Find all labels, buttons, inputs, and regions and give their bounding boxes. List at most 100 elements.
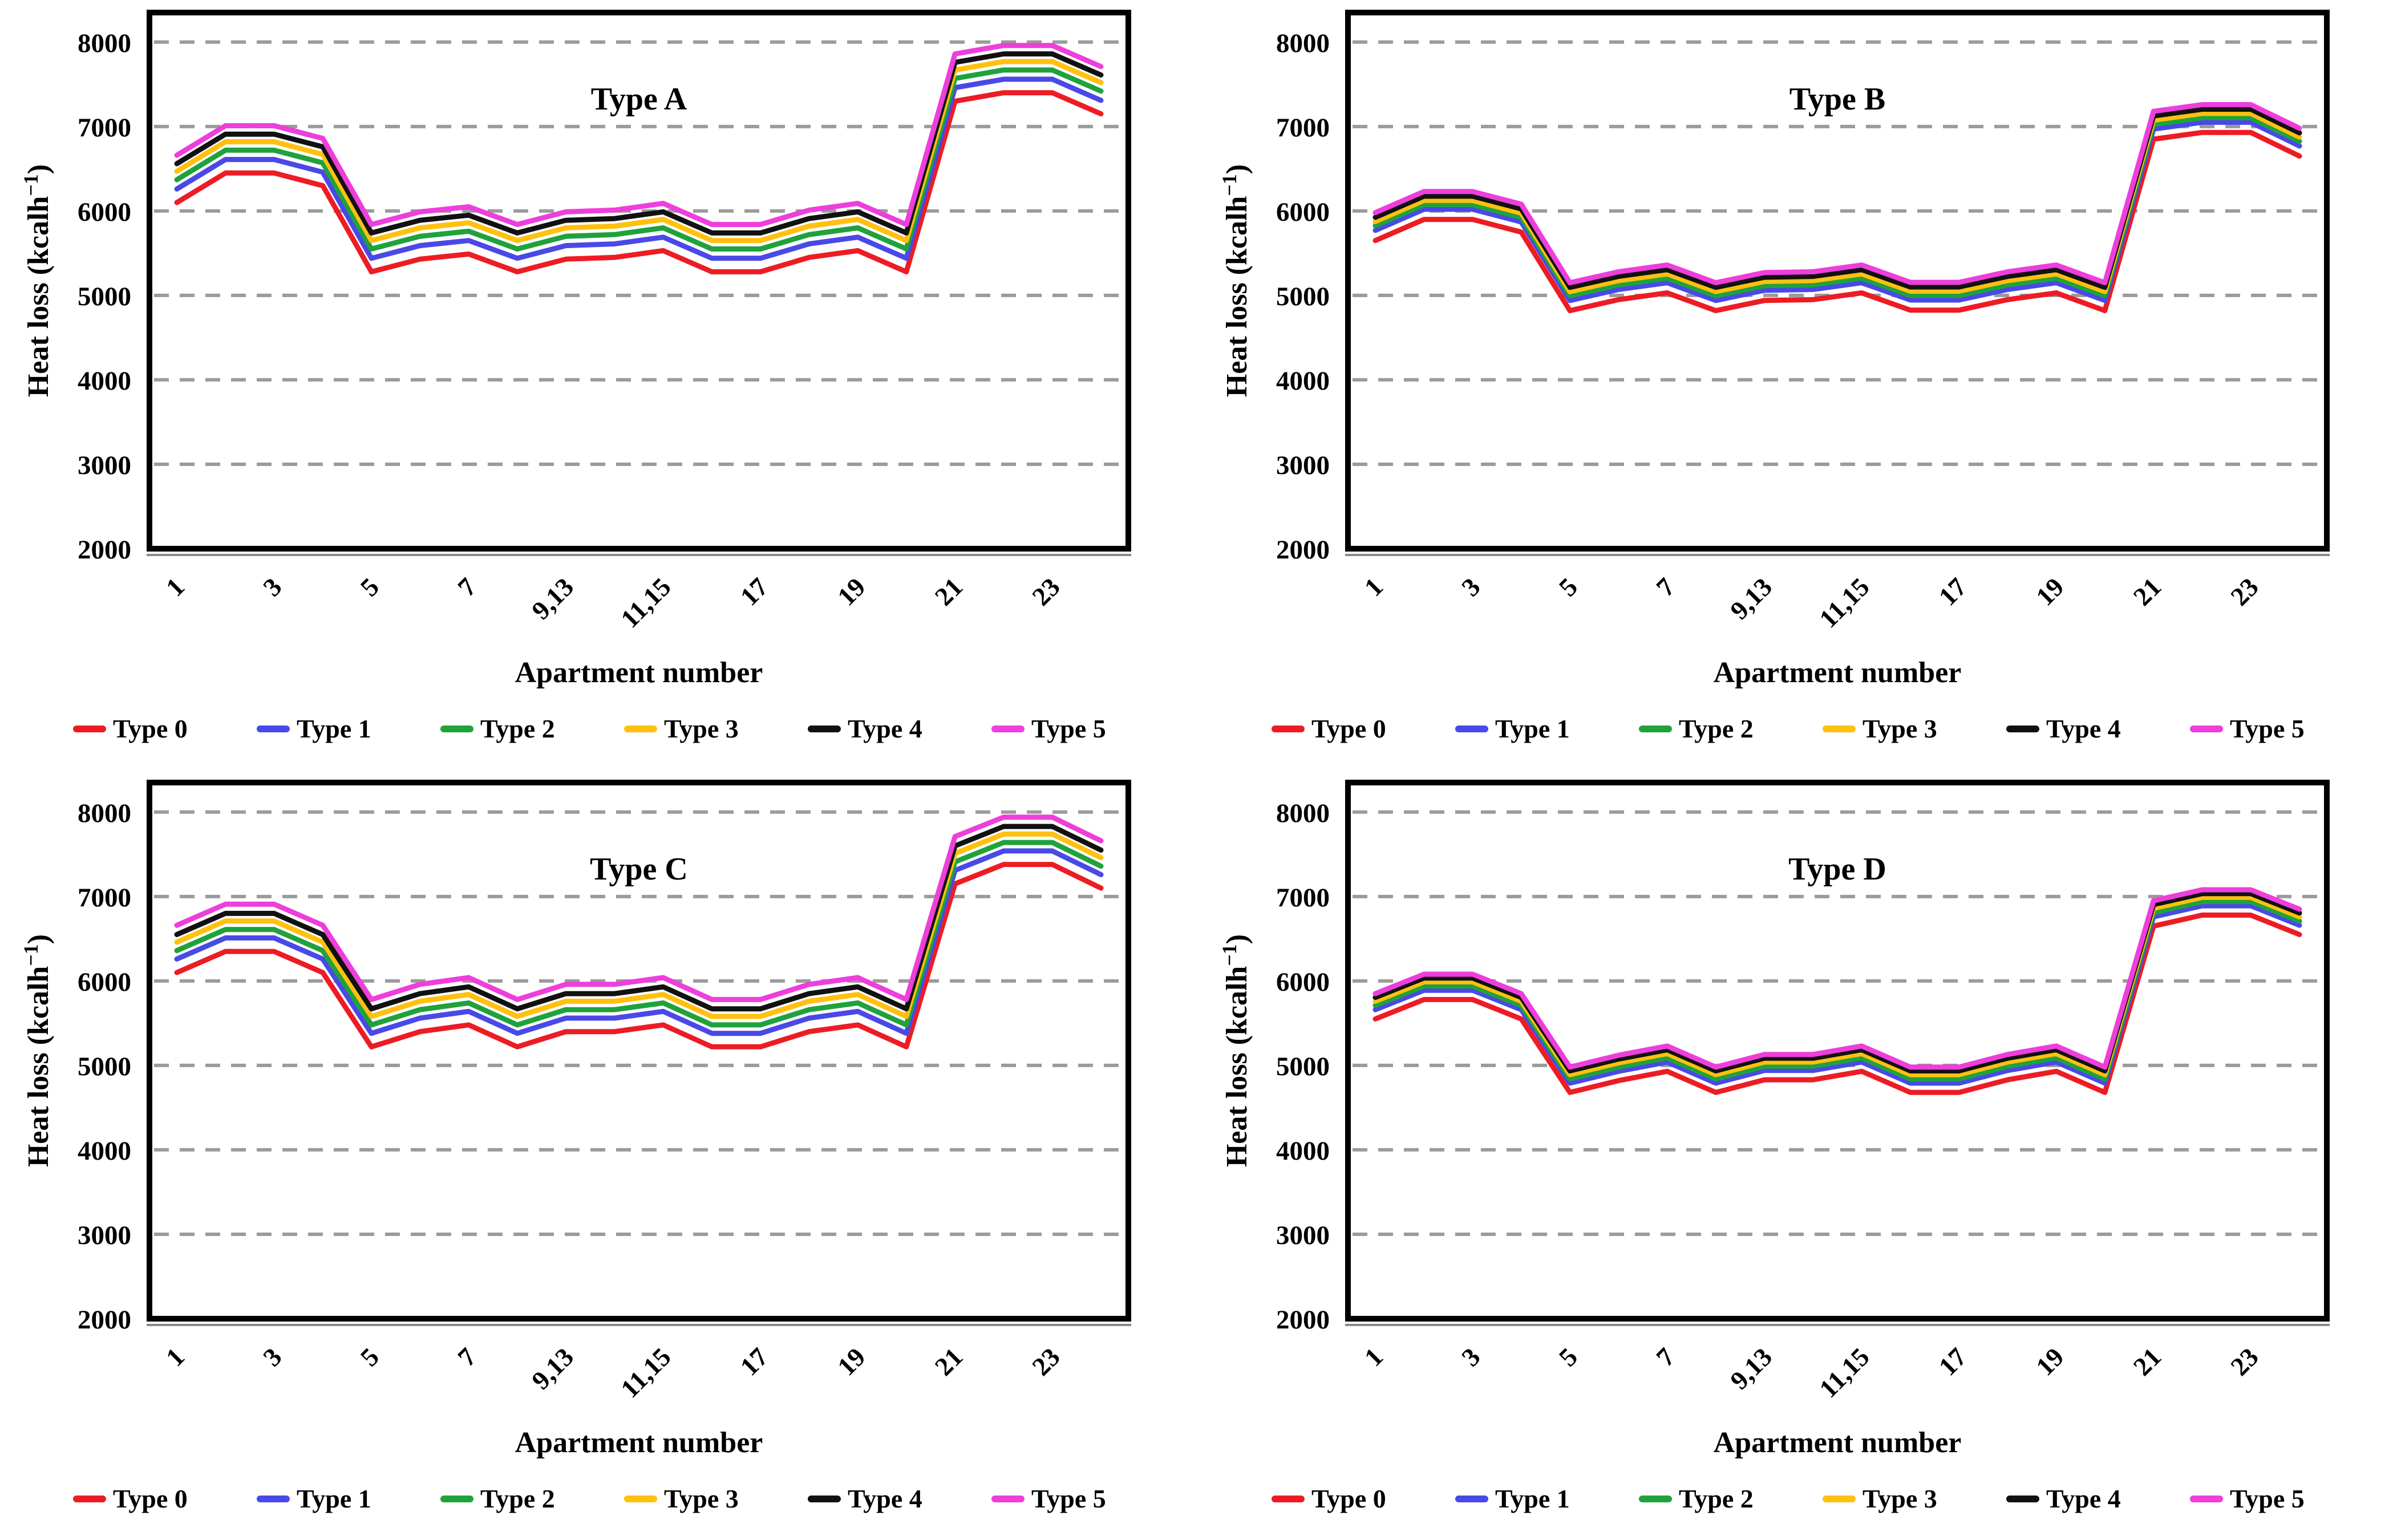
legend-label: Type 4 bbox=[2046, 1484, 2121, 1513]
x-axis-title: Apartment number bbox=[1714, 1426, 1962, 1459]
x-tick-label: 21 bbox=[929, 1342, 969, 1381]
y-tick-label: 7000 bbox=[78, 883, 131, 913]
x-tick-label: 5 bbox=[1553, 572, 1583, 602]
plot-border bbox=[1345, 10, 2330, 552]
y-tick-label: 8000 bbox=[1276, 799, 1330, 828]
x-tick-label: 1 bbox=[1359, 572, 1388, 602]
legend-swatch-type-5 bbox=[991, 1496, 1025, 1502]
x-tick-label: 17 bbox=[735, 1342, 774, 1381]
legend-label: Type 5 bbox=[1031, 714, 1106, 743]
svg-text:Heat loss (kcalh−1): Heat loss (kcalh−1) bbox=[1218, 934, 1253, 1167]
y-tick-label: 6000 bbox=[1276, 197, 1330, 227]
legend-swatch-type-5 bbox=[2190, 1496, 2223, 1502]
x-tick-label: 7 bbox=[1650, 572, 1680, 602]
legend-label: Type 3 bbox=[1862, 1484, 1937, 1513]
legend-swatch-type-2 bbox=[1639, 1496, 1672, 1502]
legend-swatch-type-4 bbox=[808, 726, 841, 732]
legend-label: Type 1 bbox=[297, 1484, 371, 1513]
legend-label: Type 0 bbox=[113, 714, 188, 743]
legend-label: Type 2 bbox=[1679, 714, 1754, 743]
x-tick-label: 11,15 bbox=[615, 572, 676, 633]
y-axis-title: Heat loss (kcalh−1) bbox=[1218, 934, 1253, 1167]
y-tick-label: 5000 bbox=[78, 282, 131, 311]
legend-swatch-type-2 bbox=[440, 726, 473, 732]
y-tick-label: 4000 bbox=[1276, 366, 1330, 396]
x-tick-label: 5 bbox=[355, 572, 384, 602]
y-tick-label: 4000 bbox=[78, 366, 131, 396]
series-line-type-0 bbox=[1372, 129, 2302, 314]
x-tick-label: 17 bbox=[1933, 1342, 1973, 1381]
legend-swatch-type-3 bbox=[1823, 1496, 1856, 1502]
x-tick-label: 5 bbox=[1553, 1342, 1583, 1372]
legend-swatch-type-0 bbox=[73, 726, 106, 732]
series-line-type-5 bbox=[174, 43, 1104, 228]
y-tick-label: 6000 bbox=[1276, 967, 1330, 997]
x-tick-label: 3 bbox=[257, 572, 287, 602]
y-tick-label: 5000 bbox=[1276, 1052, 1330, 1081]
y-tick-label: 7000 bbox=[1276, 113, 1330, 143]
legend-label: Type 3 bbox=[664, 1484, 739, 1513]
legend-label: Type 1 bbox=[297, 714, 371, 743]
legend-label: Type 0 bbox=[1311, 1484, 1386, 1513]
y-tick-label: 6000 bbox=[78, 967, 131, 997]
legend-swatch-type-2 bbox=[1639, 726, 1672, 732]
x-tick-label: 9,13 bbox=[1724, 1342, 1777, 1395]
series-line-type-0 bbox=[174, 862, 1104, 1049]
x-tick-label: 1 bbox=[160, 572, 190, 602]
series-line-type-5 bbox=[1372, 887, 2302, 1070]
x-tick-label: 19 bbox=[2030, 572, 2070, 611]
x-tick-label: 7 bbox=[1650, 1342, 1680, 1372]
legend-swatch-type-0 bbox=[73, 1496, 106, 1502]
legend-label: Type 2 bbox=[1679, 1484, 1754, 1513]
x-tick-label: 21 bbox=[929, 572, 969, 611]
legend-label: Type 1 bbox=[1495, 1484, 1570, 1513]
legend-swatch-type-1 bbox=[1455, 1496, 1488, 1502]
x-tick-label: 11,15 bbox=[615, 1342, 676, 1403]
x-tick-label: 1 bbox=[1359, 1342, 1388, 1372]
y-tick-label: 4000 bbox=[78, 1136, 131, 1166]
legend-label: Type 1 bbox=[1495, 714, 1570, 743]
line-chart-type-c: 2000 3000 4000 5000 6000 7000 8000 Heat loss (k… bbox=[19, 780, 1131, 1513]
x-tick-label: 7 bbox=[452, 1342, 481, 1372]
x-tick-label: 23 bbox=[1026, 1342, 1066, 1381]
legend-label: Type 3 bbox=[1862, 714, 1937, 743]
x-tick-label: 9,13 bbox=[526, 1342, 579, 1395]
x-tick-label: 23 bbox=[2225, 1342, 2264, 1381]
x-axis-title: Apartment number bbox=[515, 656, 763, 689]
legend-swatch-type-4 bbox=[808, 1496, 841, 1502]
legend-label: Type 0 bbox=[1311, 714, 1386, 743]
y-tick-label: 6000 bbox=[78, 197, 131, 227]
legend-swatch-type-0 bbox=[1272, 726, 1305, 732]
y-tick-label: 2000 bbox=[1276, 1305, 1330, 1335]
x-axis-title: Apartment number bbox=[515, 1426, 763, 1459]
legend-swatch-type-3 bbox=[1823, 726, 1856, 732]
y-tick-label: 2000 bbox=[1276, 535, 1330, 565]
legend-swatch-type-3 bbox=[624, 1496, 657, 1502]
chart-title: Type D bbox=[1788, 852, 1886, 887]
legend-label: Type 3 bbox=[664, 714, 739, 743]
plot-border bbox=[1345, 780, 2330, 1322]
x-tick-label: 3 bbox=[257, 1342, 287, 1372]
y-axis-title: Heat loss (kcalh−1) bbox=[19, 934, 55, 1167]
series-line-type-4 bbox=[174, 824, 1104, 1012]
y-tick-label: 2000 bbox=[78, 535, 131, 565]
legend-label: Type 5 bbox=[1031, 1484, 1106, 1513]
chart-panel-type-a: 2000 3000 4000 5000 6000 7000 8000 Heat loss (k… bbox=[0, 0, 1198, 770]
svg-text:Heat loss (kcalh−1): Heat loss (kcalh−1) bbox=[19, 164, 55, 397]
x-tick-label: 21 bbox=[2128, 1342, 2167, 1381]
chart-title: Type B bbox=[1789, 82, 1886, 117]
chart-panel-type-d: 2000 3000 4000 5000 6000 7000 8000 Heat loss (k… bbox=[1198, 770, 2397, 1540]
x-axis-title: Apartment number bbox=[1714, 656, 1962, 689]
y-axis-title: Heat loss (kcalh−1) bbox=[19, 164, 55, 397]
y-tick-label: 7000 bbox=[1276, 883, 1330, 913]
y-tick-label: 4000 bbox=[1276, 1136, 1330, 1166]
y-tick-label: 8000 bbox=[1276, 29, 1330, 58]
y-tick-label: 3000 bbox=[78, 451, 131, 480]
legend-label: Type 5 bbox=[2230, 1484, 2305, 1513]
x-tick-label: 17 bbox=[735, 572, 774, 611]
plot-border bbox=[147, 780, 1131, 1322]
x-tick-label: 19 bbox=[832, 572, 871, 611]
legend-label: Type 4 bbox=[848, 714, 922, 743]
line-chart-type-b: 2000 3000 4000 5000 6000 7000 8000 Heat loss (k… bbox=[1218, 10, 2330, 743]
x-tick-label: 9,13 bbox=[526, 572, 579, 625]
